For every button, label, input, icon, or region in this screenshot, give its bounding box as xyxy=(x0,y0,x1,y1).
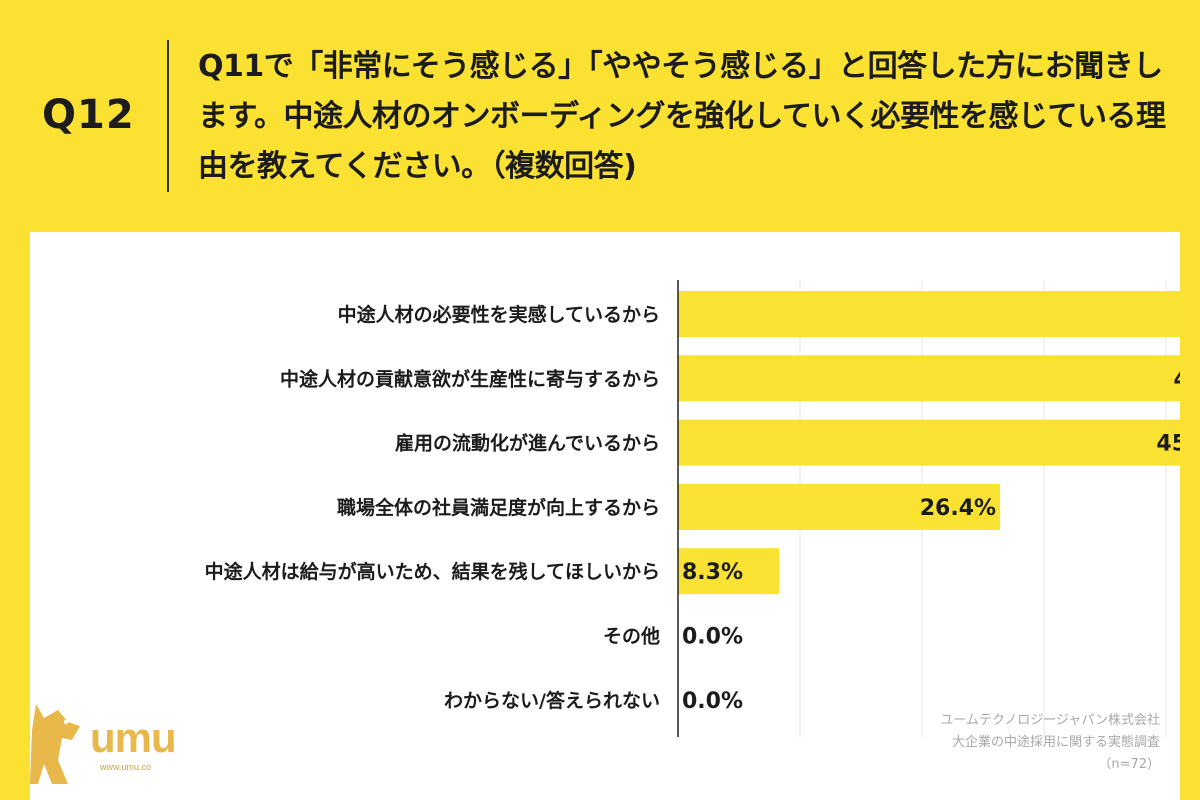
bar xyxy=(678,355,1180,402)
bar xyxy=(678,483,1001,530)
bar xyxy=(678,419,1180,466)
logo-url: www.umu.co xyxy=(100,762,152,772)
logo-wordmark: umu xyxy=(90,714,177,761)
question-number: Q12 xyxy=(42,92,135,138)
question-text: Q11で「非常にそう感じる」「ややそう感じる」と回答した方にお聞きします。中途人… xyxy=(198,49,1166,184)
category-label: その他 xyxy=(603,625,660,648)
category-label: 職場全体の社員満足度が向上するから xyxy=(337,496,660,519)
value-label: 0.0% xyxy=(682,689,743,714)
category-label: 中途人材は給与が高いため、結果を残してほしいから xyxy=(205,560,660,583)
category-label: わからない/答えられない xyxy=(444,689,660,712)
question-divider xyxy=(167,40,169,192)
value-label: 0.0% xyxy=(682,625,743,650)
value-label: 47.2% xyxy=(1174,367,1180,392)
category-label: 雇用の流動化が進んでいるから xyxy=(395,432,660,455)
value-label: 8.3% xyxy=(682,560,743,585)
source-survey: 大企業の中途採用に関する実態調査 xyxy=(951,735,1160,750)
bar xyxy=(678,548,780,595)
bar-chart: 中途人材の必要性を実感しているから62.5%中途人材の貢献意欲が生産性に寄与する… xyxy=(205,280,1180,737)
source-note: ユームテクノロジージャパン株式会社 大企業の中途採用に関する実態調査 （n=72… xyxy=(940,710,1160,776)
chart-panel: 中途人材の必要性を実感しているから62.5%中途人材の貢献意欲が生産性に寄与する… xyxy=(30,232,1180,800)
category-label: 中途人材の貢献意欲が生産性に寄与するから xyxy=(280,367,660,390)
source-company: ユームテクノロジージャパン株式会社 xyxy=(940,713,1160,728)
value-label: 26.4% xyxy=(920,496,996,521)
bar xyxy=(678,291,1180,337)
umu-logo-icon xyxy=(30,704,80,784)
value-label: 45.8% xyxy=(1156,432,1180,457)
category-label: 中途人材の必要性を実感しているから xyxy=(338,303,660,326)
source-sample: （n=72） xyxy=(1098,757,1160,772)
